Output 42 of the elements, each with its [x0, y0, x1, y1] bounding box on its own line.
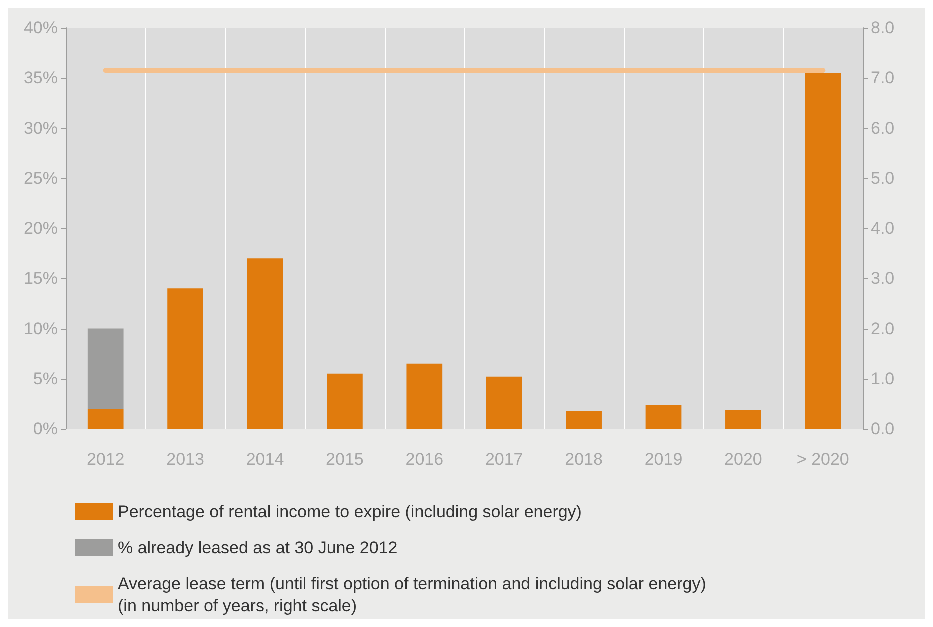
x-tick-label: 2014: [246, 450, 284, 469]
y2-tick-label: 2.0: [871, 319, 895, 338]
y-tick-label: 25%: [24, 168, 58, 188]
y-tick-label: 30%: [24, 118, 58, 138]
x-tick-label: 2012: [86, 450, 125, 469]
bar: [88, 328, 124, 409]
y2-tick-label: 8.0: [871, 18, 895, 38]
bar: [566, 410, 602, 429]
bar: [486, 376, 522, 429]
x-tick-label: 2019: [644, 450, 683, 469]
y2-tick-label: 3.0: [871, 269, 895, 288]
y2-tick-label: 0.0: [871, 420, 895, 438]
x-tick-label: 2016: [406, 450, 444, 469]
bar: [247, 258, 284, 429]
bar: [726, 410, 762, 429]
legend-label: Percentage of rental income to expire (including solar energy): [118, 502, 582, 522]
bar: [168, 288, 204, 429]
bar: [646, 404, 682, 429]
y-tick-label: 0%: [33, 420, 58, 438]
y-tick-label: 10%: [24, 319, 58, 338]
y-tick-label: 35%: [24, 68, 58, 88]
y-tick-label: 40%: [24, 18, 58, 38]
y2-tick-label: 1.0: [871, 369, 895, 388]
legend-label: % already leased as at 30 June 2012: [118, 538, 398, 558]
bar: [406, 364, 443, 429]
legend-label: Average lease term (until first option of termination and including solar energy) (in number of years, right scale): [118, 574, 706, 616]
bar: [805, 73, 842, 429]
x-tick-label: > 2020: [796, 450, 850, 469]
x-tick-label: 2020: [724, 450, 762, 469]
x-tick-label: 2015: [326, 450, 364, 469]
y-tick-label: 20%: [24, 219, 58, 238]
y2-tick-label: 6.0: [871, 118, 895, 138]
x-tick-label: 2017: [485, 450, 524, 469]
y-tick-label: 15%: [24, 269, 58, 288]
y2-tick-label: 7.0: [871, 68, 895, 88]
y2-tick-label: 4.0: [871, 219, 895, 238]
x-tick-label: 2018: [565, 450, 603, 469]
y-tick-label: 5%: [33, 369, 58, 388]
y2-tick-label: 5.0: [871, 168, 895, 188]
x-tick-label: 2013: [166, 450, 204, 469]
bar: [327, 374, 363, 429]
bar: [88, 408, 124, 429]
